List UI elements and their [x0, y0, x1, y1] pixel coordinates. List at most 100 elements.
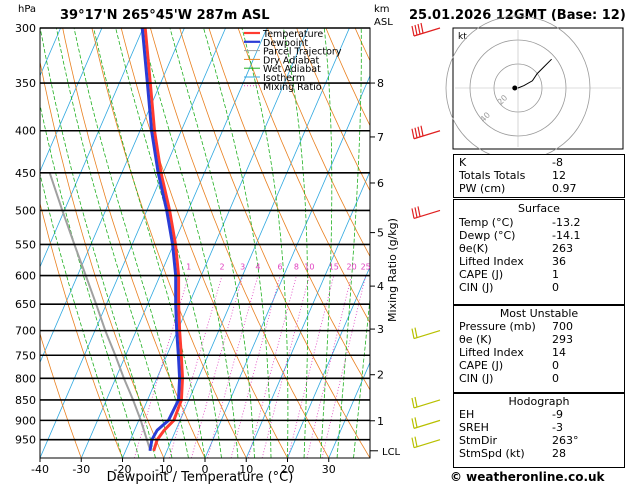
pressure-tick-label: 950: [15, 434, 36, 447]
pressure-unit-label: hPa: [18, 4, 36, 15]
most-unstable-label: CIN (J): [459, 372, 494, 385]
surface-row: CAPE (J) 1: [454, 268, 624, 281]
wind-barb: [411, 206, 441, 220]
x-tick-label: -20: [114, 463, 132, 476]
km-tick-label: 7: [377, 131, 384, 144]
mixing-ratio-line: [169, 275, 223, 458]
wet-adiabat-line: [40, 102, 140, 458]
asl-unit-label: ASL: [374, 17, 393, 28]
most-unstable-label: Pressure (mb): [459, 320, 536, 333]
most-unstable-row: CIN (J) 0: [454, 372, 624, 385]
km-tick-label: 5: [377, 227, 384, 240]
most-unstable-title: Most Unstable: [499, 307, 579, 320]
isotherm-line: [287, 265, 370, 458]
hodograph-stat-label: SREH: [459, 421, 489, 434]
legend-label: Dewpoint: [263, 38, 308, 49]
hodograph-stat-value: 28: [552, 447, 566, 460]
pressure-tick-label: 400: [15, 125, 36, 138]
km-tick-label: 8: [377, 77, 384, 90]
wind-barb: [411, 22, 441, 37]
x-axis-label: Dewpoint / Temperature (°C): [107, 470, 294, 485]
most-unstable-value: 0: [552, 359, 559, 372]
legend-label: Mixing Ratio: [263, 82, 322, 93]
temperature-profile-line: [143, 28, 185, 452]
indices-box: K -8 Totals Totals 12 PW (cm) 0.97: [453, 154, 625, 198]
hodograph-frame: [452, 27, 624, 150]
pressure-tick-label: 850: [15, 394, 36, 407]
mixing-ratio-label: 20: [347, 263, 357, 272]
most-unstable-label: θe (K): [459, 333, 492, 346]
surface-value: 36: [552, 255, 566, 268]
isotherm-line: [163, 28, 350, 458]
wet-adiabat-line: [353, 294, 370, 458]
mixing-ratio-line: [248, 275, 297, 458]
surface-title: Surface: [518, 202, 560, 215]
dry-adiabat-line: [62, 28, 206, 458]
legend-label: Parcel Trajectory: [263, 47, 342, 58]
copyright-footer: © weatheronline.co.uk: [450, 470, 605, 484]
surface-label: CAPE (J): [459, 268, 504, 281]
pressure-tick-label: 300: [15, 22, 36, 35]
hodograph-stat-row: EH -9: [454, 408, 624, 421]
pressure-tick-label: 750: [15, 349, 36, 362]
hodograph-stat-row: StmSpd (kt) 28: [454, 447, 624, 460]
k-index-value: -8: [552, 156, 563, 169]
wet-adiabat-line: [115, 28, 222, 458]
mixing-ratio-label: 8: [294, 263, 299, 272]
km-tick-label: 2: [377, 369, 384, 382]
surface-label: CIN (J): [459, 281, 494, 294]
dry-adiabat-line: [296, 28, 370, 192]
wind-barb: [411, 396, 441, 409]
mixing-ratio-label: 15: [329, 263, 339, 272]
most-unstable-label: Lifted Index: [459, 346, 524, 359]
x-tick-label: 20: [281, 463, 295, 476]
mixing-ratio-line: [191, 275, 244, 458]
dry-adiabat-line: [267, 28, 370, 258]
hodograph-stat-row: SREH -3: [454, 421, 624, 434]
x-tick-label: 30: [322, 463, 336, 476]
km-tick-label: 4: [377, 280, 384, 293]
pressure-tick-label: 350: [15, 77, 36, 90]
parcel-trajectory-line: [48, 172, 152, 452]
pressure-tick-label: 700: [15, 325, 36, 338]
hodograph-stat-value: -9: [552, 408, 563, 421]
pressure-tick-label: 800: [15, 372, 36, 385]
isotherm-line: [40, 28, 103, 173]
isotherm-line: [40, 28, 226, 458]
surface-label: Lifted Index: [459, 255, 524, 268]
wet-adiabat-line: [203, 28, 272, 458]
most-unstable-value: 14: [552, 346, 566, 359]
hodograph-stat-row: StmDir 263°: [454, 434, 624, 447]
lcl-label: LCL: [382, 447, 401, 458]
x-tick-label: 0: [202, 463, 209, 476]
location-title: 39°17'N 265°45'W 287m ASL: [60, 8, 270, 23]
isotherm-line: [328, 361, 370, 458]
x-tick-label: 10: [239, 463, 253, 476]
pw-label: PW (cm): [459, 182, 506, 195]
hodograph-unit-label: kt: [458, 32, 467, 42]
mixing-ratio-label: 25: [361, 263, 371, 272]
surface-label: θe(K): [459, 242, 489, 255]
wind-barb: [411, 417, 441, 429]
hodograph-stat-value: 263°: [552, 434, 579, 447]
mixing-ratio-label: 3: [240, 263, 245, 272]
pressure-tick-label: 450: [15, 167, 36, 180]
isotherm-line: [204, 74, 370, 458]
km-tick-label: 6: [377, 177, 384, 190]
km-tick-label: 3: [377, 323, 384, 336]
surface-value: 1: [552, 268, 559, 281]
totals-value: 12: [552, 169, 566, 182]
hodograph-stat-label: EH: [459, 408, 475, 421]
legend-label: Dry Adiabat: [263, 55, 320, 66]
hodograph-table: Hodograph EH -9 SREH -3 StmDir 263° StmSpd (kt…: [453, 393, 625, 468]
wet-adiabat-line: [169, 28, 255, 458]
wet-adiabat-line: [40, 28, 156, 458]
most-unstable-value: 700: [552, 320, 573, 333]
x-tick-label: -10: [155, 463, 173, 476]
most-unstable-value: 293: [552, 333, 573, 346]
surface-row: Lifted Index 36: [454, 255, 624, 268]
hodograph-table-title: Hodograph: [508, 395, 570, 408]
most-unstable-row: Lifted Index 14: [454, 346, 624, 359]
legend-label: Wet Adiabat: [263, 64, 321, 75]
